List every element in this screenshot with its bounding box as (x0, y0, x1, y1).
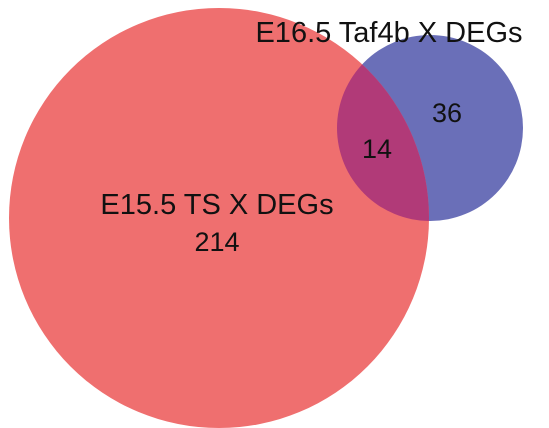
intersection-count: 14 (362, 134, 392, 164)
set-b-only-count: 36 (432, 98, 462, 128)
set-b-label: E16.5 Taf4b X DEGs (255, 17, 522, 49)
set-a-circle (9, 8, 429, 428)
set-a-only-count: 214 (194, 227, 239, 257)
set-a-label: E15.5 TS X DEGs (100, 189, 333, 221)
